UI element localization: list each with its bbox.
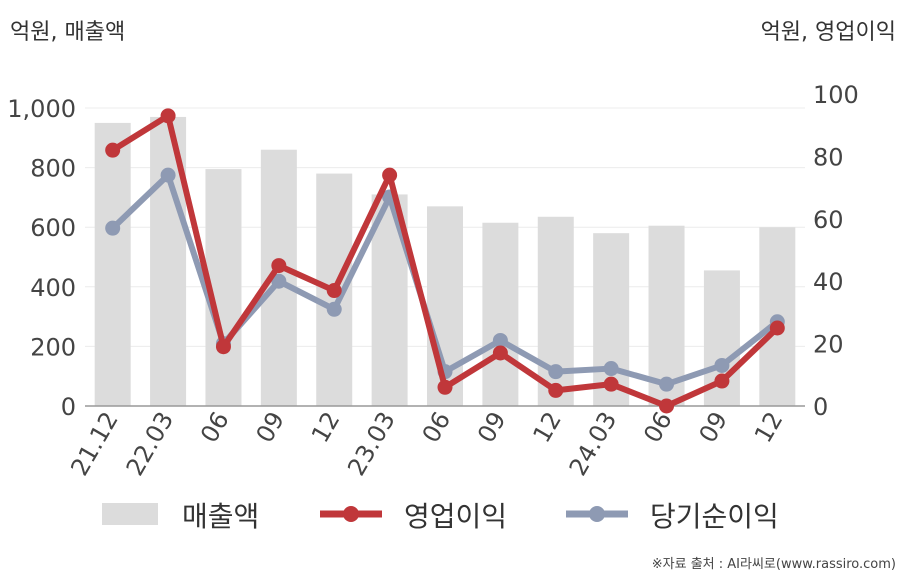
legend-label-revenue: 매출액 xyxy=(182,500,259,533)
point-operating-profit xyxy=(714,373,730,389)
bar-revenue xyxy=(482,222,519,406)
point-operating-profit xyxy=(659,398,675,414)
point-net-profit xyxy=(271,273,287,289)
left-tick-label: 0 xyxy=(61,393,76,421)
x-tick-label: 12 xyxy=(527,407,567,447)
right-axis-unit: 억원, 영업이익 xyxy=(760,20,896,45)
left-tick-label: 1,000 xyxy=(7,95,76,123)
x-tick-label: 22.03 xyxy=(121,407,180,481)
x-tick-label: 06 xyxy=(417,407,457,447)
point-net-profit xyxy=(105,220,121,236)
bar-revenue xyxy=(648,225,685,406)
right-tick-label: 20 xyxy=(813,331,844,359)
x-tick-label: 23.03 xyxy=(342,407,401,481)
left-axis-unit: 억원, 매출액 xyxy=(10,20,126,45)
legend-marker-net-profit xyxy=(589,506,605,522)
point-operating-profit xyxy=(548,382,564,398)
point-net-profit xyxy=(659,376,675,392)
x-tick-label: 24.03 xyxy=(564,407,623,481)
point-operating-profit xyxy=(603,376,619,392)
x-tick-label: 12 xyxy=(749,407,789,447)
left-tick-label: 600 xyxy=(30,214,76,242)
left-tick-label: 800 xyxy=(30,155,76,183)
source-note: ※자료 출처 : AI라씨로(www.rassiro.com) xyxy=(651,557,896,572)
x-tick-label: 06 xyxy=(195,407,235,447)
right-tick-label: 40 xyxy=(813,268,844,296)
point-operating-profit xyxy=(271,258,287,274)
bar-revenue xyxy=(94,122,131,407)
left-tick-label: 400 xyxy=(30,274,76,302)
right-tick-label: 60 xyxy=(813,206,844,234)
x-tick-label: 06 xyxy=(638,407,678,447)
point-net-profit xyxy=(492,332,508,348)
point-net-profit xyxy=(548,364,564,380)
legend-label-operating-profit: 영업이익 xyxy=(404,500,507,533)
point-operating-profit xyxy=(769,320,785,336)
point-net-profit xyxy=(603,361,619,377)
point-operating-profit xyxy=(160,108,176,124)
point-operating-profit xyxy=(215,339,231,355)
left-tick-label: 200 xyxy=(30,333,76,361)
right-tick-label: 80 xyxy=(813,143,844,171)
point-operating-profit xyxy=(437,379,453,395)
point-net-profit xyxy=(160,167,176,183)
point-operating-profit xyxy=(492,345,508,361)
right-tick-label: 100 xyxy=(813,81,859,109)
legend-marker-operating-profit xyxy=(343,506,359,522)
x-tick-label: 12 xyxy=(306,407,346,447)
point-operating-profit xyxy=(326,283,342,299)
x-tick-label: 09 xyxy=(251,407,291,447)
legend-label-net-profit: 당기순이익 xyxy=(650,500,779,533)
x-tick-label: 09 xyxy=(694,407,734,447)
right-tick-label: 0 xyxy=(813,393,828,421)
point-net-profit xyxy=(714,357,730,373)
point-operating-profit xyxy=(382,167,398,183)
point-operating-profit xyxy=(105,142,121,158)
legend-swatch-revenue xyxy=(102,503,158,525)
point-net-profit xyxy=(326,301,342,317)
x-tick-label: 09 xyxy=(472,407,512,447)
